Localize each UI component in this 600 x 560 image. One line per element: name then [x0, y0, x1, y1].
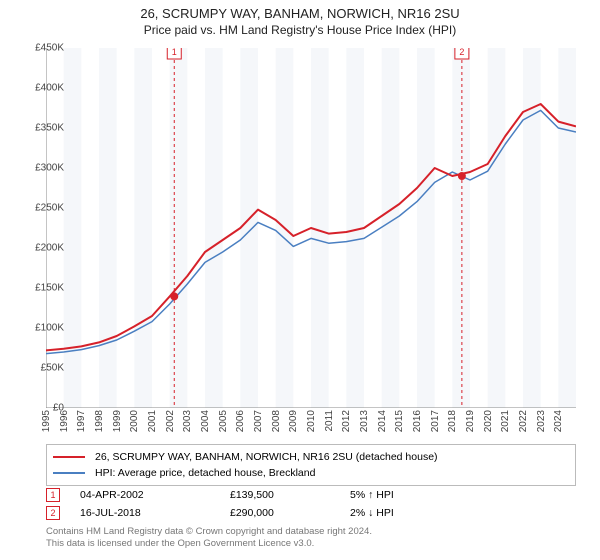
y-tick-label: £50K [24, 363, 64, 374]
chart-title: 26, SCRUMPY WAY, BANHAM, NORWICH, NR16 2… [0, 0, 600, 21]
x-tick-label: 1997 [76, 410, 87, 432]
x-tick-label: 2021 [500, 410, 511, 432]
chart-container: 26, SCRUMPY WAY, BANHAM, NORWICH, NR16 2… [0, 0, 600, 560]
x-tick-label: 2001 [147, 410, 158, 432]
x-tick-label: 1996 [59, 410, 70, 432]
x-tick-label: 2006 [235, 410, 246, 432]
x-tick-label: 2019 [465, 410, 476, 432]
marker-badge: 2 [46, 506, 60, 520]
x-tick-label: 2020 [483, 410, 494, 432]
x-tick-label: 2014 [377, 410, 388, 432]
x-tick-label: 2015 [394, 410, 405, 432]
x-tick-label: 2009 [288, 410, 299, 432]
legend-label: 26, SCRUMPY WAY, BANHAM, NORWICH, NR16 2… [95, 451, 438, 463]
y-tick-label: £400K [24, 83, 64, 94]
x-tick-label: 2010 [306, 410, 317, 432]
marker-row: 2 16-JUL-2018 £290,000 2% ↓ HPI [46, 504, 576, 522]
x-tick-label: 2017 [430, 410, 441, 432]
marker-pct: 5% ↑ HPI [350, 489, 470, 501]
marker-row: 1 04-APR-2002 £139,500 5% ↑ HPI [46, 486, 576, 504]
chart-svg: 12 [46, 48, 576, 408]
footer-attribution: Contains HM Land Registry data © Crown c… [46, 526, 576, 550]
y-tick-label: £100K [24, 323, 64, 334]
x-tick-label: 2018 [447, 410, 458, 432]
x-tick-label: 2003 [182, 410, 193, 432]
marker-pct: 2% ↓ HPI [350, 507, 470, 519]
marker-badge: 1 [46, 488, 60, 502]
y-tick-label: £150K [24, 283, 64, 294]
chart-subtitle: Price paid vs. HM Land Registry's House … [0, 23, 600, 37]
marker-price: £290,000 [230, 507, 350, 519]
x-tick-label: 2023 [536, 410, 547, 432]
x-tick-label: 1998 [94, 410, 105, 432]
x-tick-label: 2004 [200, 410, 211, 432]
x-tick-label: 2024 [553, 410, 564, 432]
legend-item: HPI: Average price, detached house, Brec… [53, 465, 569, 481]
x-tick-label: 2005 [218, 410, 229, 432]
footer-line: This data is licensed under the Open Gov… [46, 538, 576, 550]
x-tick-label: 2000 [129, 410, 140, 432]
marker-date: 16-JUL-2018 [80, 507, 230, 519]
x-tick-label: 2002 [165, 410, 176, 432]
y-tick-label: £250K [24, 203, 64, 214]
x-tick-label: 1999 [112, 410, 123, 432]
legend-swatch [53, 472, 85, 474]
chart-plot-area: 12 [46, 48, 576, 408]
y-tick-label: £350K [24, 123, 64, 134]
marker-table: 1 04-APR-2002 £139,500 5% ↑ HPI 2 16-JUL… [46, 486, 576, 522]
x-tick-label: 2007 [253, 410, 264, 432]
svg-text:1: 1 [172, 48, 177, 57]
x-tick-label: 2016 [412, 410, 423, 432]
legend-label: HPI: Average price, detached house, Brec… [95, 467, 315, 479]
legend-swatch [53, 456, 85, 458]
svg-text:2: 2 [459, 48, 464, 57]
y-tick-label: £300K [24, 163, 64, 174]
x-tick-label: 2013 [359, 410, 370, 432]
marker-price: £139,500 [230, 489, 350, 501]
footer-line: Contains HM Land Registry data © Crown c… [46, 526, 576, 538]
y-tick-label: £450K [24, 43, 64, 54]
y-tick-label: £200K [24, 243, 64, 254]
legend-box: 26, SCRUMPY WAY, BANHAM, NORWICH, NR16 2… [46, 444, 576, 486]
x-tick-label: 2008 [271, 410, 282, 432]
marker-date: 04-APR-2002 [80, 489, 230, 501]
x-tick-label: 2011 [324, 410, 335, 432]
x-tick-label: 2012 [341, 410, 352, 432]
x-tick-label: 1995 [41, 410, 52, 432]
x-tick-label: 2022 [518, 410, 529, 432]
legend-item: 26, SCRUMPY WAY, BANHAM, NORWICH, NR16 2… [53, 449, 569, 465]
